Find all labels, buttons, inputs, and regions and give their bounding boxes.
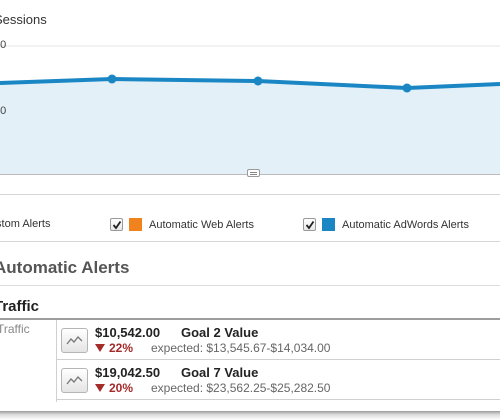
alert-change-value: 22% [109,341,134,355]
group-title: Traffic [0,298,40,315]
chart-point[interactable] [253,76,263,86]
alert-change-value: 20% [109,381,134,395]
alert-goal-link[interactable]: Goal 7 Value [181,365,259,380]
alert-type-filters: Custom Alerts Automatic Web Alerts Autom… [0,212,500,240]
section-title: Automatic Alerts [0,258,130,277]
alert-expected: expected: $13,545.67-$14,034.00 [151,341,331,355]
divider [0,194,500,195]
chart-point[interactable] [402,83,412,93]
filter-automatic-adwords-alerts[interactable]: Automatic AdWords Alerts [303,218,469,231]
filter-label: Automatic AdWords Alerts [342,218,469,231]
checkbox[interactable] [110,218,123,231]
chart-metric-label: Sessions [0,12,47,27]
filter-label: Automatic Web Alerts [149,218,254,231]
y-tick-label: 50 [0,105,7,117]
y-tick-label: 00 [0,39,7,51]
alert-amount: $19,042.50 [95,365,161,380]
page-shadow [0,411,500,420]
divider [0,285,500,286]
sparkline-button[interactable] [61,328,88,353]
alert-list-border [56,320,500,402]
alert-row: $10,542.00 Goal 2 Value 22% expected: $1… [56,320,500,360]
down-arrow-icon [95,344,105,352]
chart-point[interactable] [107,74,117,84]
alert-list: $10,542.00 Goal 2 Value 22% expected: $1… [56,320,500,402]
sparkline-icon [66,376,83,385]
sparkline-icon [66,336,83,345]
sessions-chart: 00 50 [0,36,500,174]
filter-automatic-web-alerts[interactable]: Automatic Web Alerts [110,218,254,231]
alert-goal-link[interactable]: Goal 2 Value [181,325,259,340]
chart-svg [0,45,500,174]
filter-custom-alerts[interactable]: Custom Alerts [0,218,50,230]
checkbox[interactable] [303,218,316,231]
alert-change: 20% [95,381,133,395]
alert-row: $19,042.50 Goal 7 Value 20% expected: $2… [56,360,500,400]
checkmark-icon [112,220,121,229]
chart-resize-handle[interactable] [247,169,260,177]
sparkline-button[interactable] [61,368,88,393]
alert-amount: $10,542.00 [95,325,161,340]
down-arrow-icon [95,384,105,392]
alert-expected: expected: $23,562.25-$25,282.50 [151,381,331,395]
blue-swatch [322,218,335,231]
group-divider [0,318,500,320]
chart-area-fill [0,79,500,174]
checkmark-icon [305,220,314,229]
filter-label: Custom Alerts [0,218,51,230]
category-label: Traffic [0,322,30,336]
orange-swatch [129,218,142,231]
divider [0,241,500,242]
alert-change: 22% [95,341,133,355]
